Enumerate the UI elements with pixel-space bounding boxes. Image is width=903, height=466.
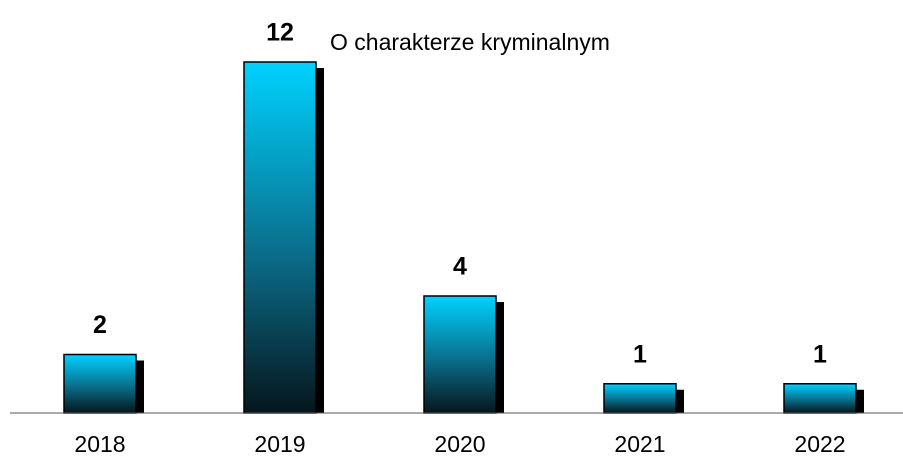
data-label: 1 [633, 340, 647, 368]
bar [783, 383, 857, 414]
bar [243, 61, 317, 414]
data-label: 12 [266, 19, 294, 47]
bar [63, 353, 137, 414]
x-tick-label: 2018 [74, 431, 125, 457]
data-label: 2 [93, 311, 107, 339]
bar [603, 383, 677, 414]
chart-title: O charakterze kryminalnym [330, 29, 610, 55]
x-tick-label: 2019 [254, 431, 305, 457]
x-tick-label: 2020 [434, 431, 485, 457]
bar [423, 295, 497, 414]
data-label: 4 [453, 253, 467, 281]
data-label: 1 [813, 340, 827, 368]
x-tick-label: 2022 [794, 431, 845, 457]
x-tick-label: 2021 [614, 431, 665, 457]
